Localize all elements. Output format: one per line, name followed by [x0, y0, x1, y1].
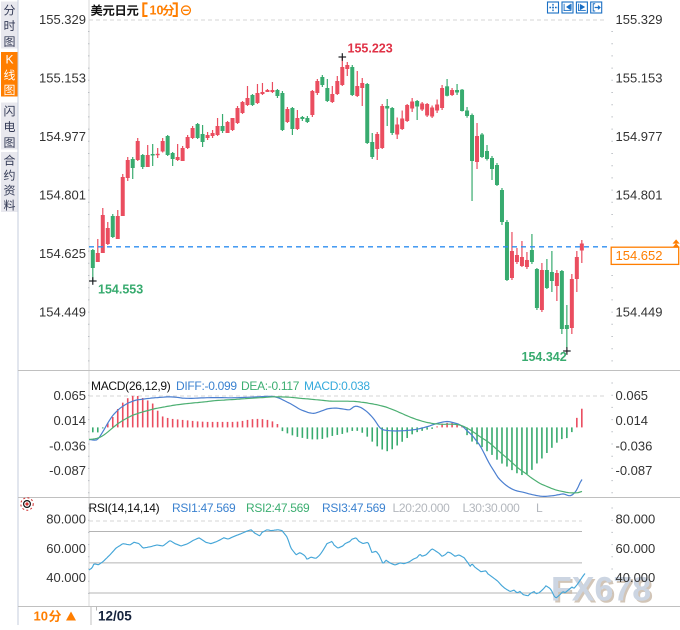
svg-text:155.153: 155.153 — [616, 71, 663, 86]
svg-text:L: L — [536, 501, 543, 515]
svg-text:-0.087: -0.087 — [49, 463, 86, 478]
svg-text:154.449: 154.449 — [616, 305, 663, 320]
svg-text:80.000: 80.000 — [616, 512, 656, 527]
svg-text:RSI3:47.569: RSI3:47.569 — [322, 501, 386, 515]
svg-text:FX678: FX678 — [551, 571, 651, 609]
svg-text:154.977: 154.977 — [39, 129, 86, 144]
svg-text:154.625: 154.625 — [39, 246, 86, 261]
svg-text:RSI1:47.569: RSI1:47.569 — [172, 501, 236, 515]
svg-text:60.000: 60.000 — [616, 541, 656, 556]
svg-text:0.014: 0.014 — [616, 413, 649, 428]
svg-text:0.014: 0.014 — [53, 413, 86, 428]
svg-text:0.065: 0.065 — [53, 388, 86, 403]
svg-text:154.801: 154.801 — [616, 188, 663, 203]
svg-text:12/05: 12/05 — [98, 609, 132, 624]
svg-text:40.000: 40.000 — [616, 570, 656, 585]
svg-text:-0.087: -0.087 — [616, 463, 653, 478]
svg-text:154.553: 154.553 — [98, 283, 143, 297]
svg-text:154.652: 154.652 — [616, 248, 663, 263]
svg-text:DIFF:-0.099: DIFF:-0.099 — [176, 379, 237, 393]
svg-text:155.329: 155.329 — [616, 12, 663, 27]
svg-text:155.223: 155.223 — [348, 42, 393, 56]
svg-text:-0.036: -0.036 — [616, 438, 653, 453]
svg-text:10: 10 — [150, 4, 164, 18]
svg-text:DEA:-0.117: DEA:-0.117 — [241, 379, 300, 393]
svg-text:MACD:0.038: MACD:0.038 — [304, 379, 370, 393]
svg-text:10: 10 — [34, 609, 48, 624]
svg-text:154.977: 154.977 — [616, 129, 663, 144]
svg-text:L30:30.000: L30:30.000 — [463, 501, 521, 515]
svg-text:154.342: 154.342 — [522, 350, 567, 364]
svg-text:K: K — [5, 53, 13, 67]
svg-text:154.449: 154.449 — [39, 305, 86, 320]
svg-text:155.153: 155.153 — [39, 71, 86, 86]
svg-text:-0.036: -0.036 — [49, 438, 86, 453]
svg-text:RSI2:47.569: RSI2:47.569 — [246, 501, 310, 515]
svg-text:155.329: 155.329 — [39, 12, 86, 27]
svg-text:FX678: FX678 — [553, 573, 653, 611]
svg-text:0.065: 0.065 — [616, 388, 649, 403]
svg-text:80.000: 80.000 — [46, 512, 86, 527]
svg-text:60.000: 60.000 — [46, 541, 86, 556]
svg-text:154.801: 154.801 — [39, 188, 86, 203]
svg-text:L20:20.000: L20:20.000 — [393, 501, 451, 515]
svg-text:RSI(14,14,14): RSI(14,14,14) — [89, 501, 160, 515]
svg-text:40.000: 40.000 — [46, 570, 86, 585]
svg-text:MACD(26,12,9): MACD(26,12,9) — [91, 379, 171, 393]
